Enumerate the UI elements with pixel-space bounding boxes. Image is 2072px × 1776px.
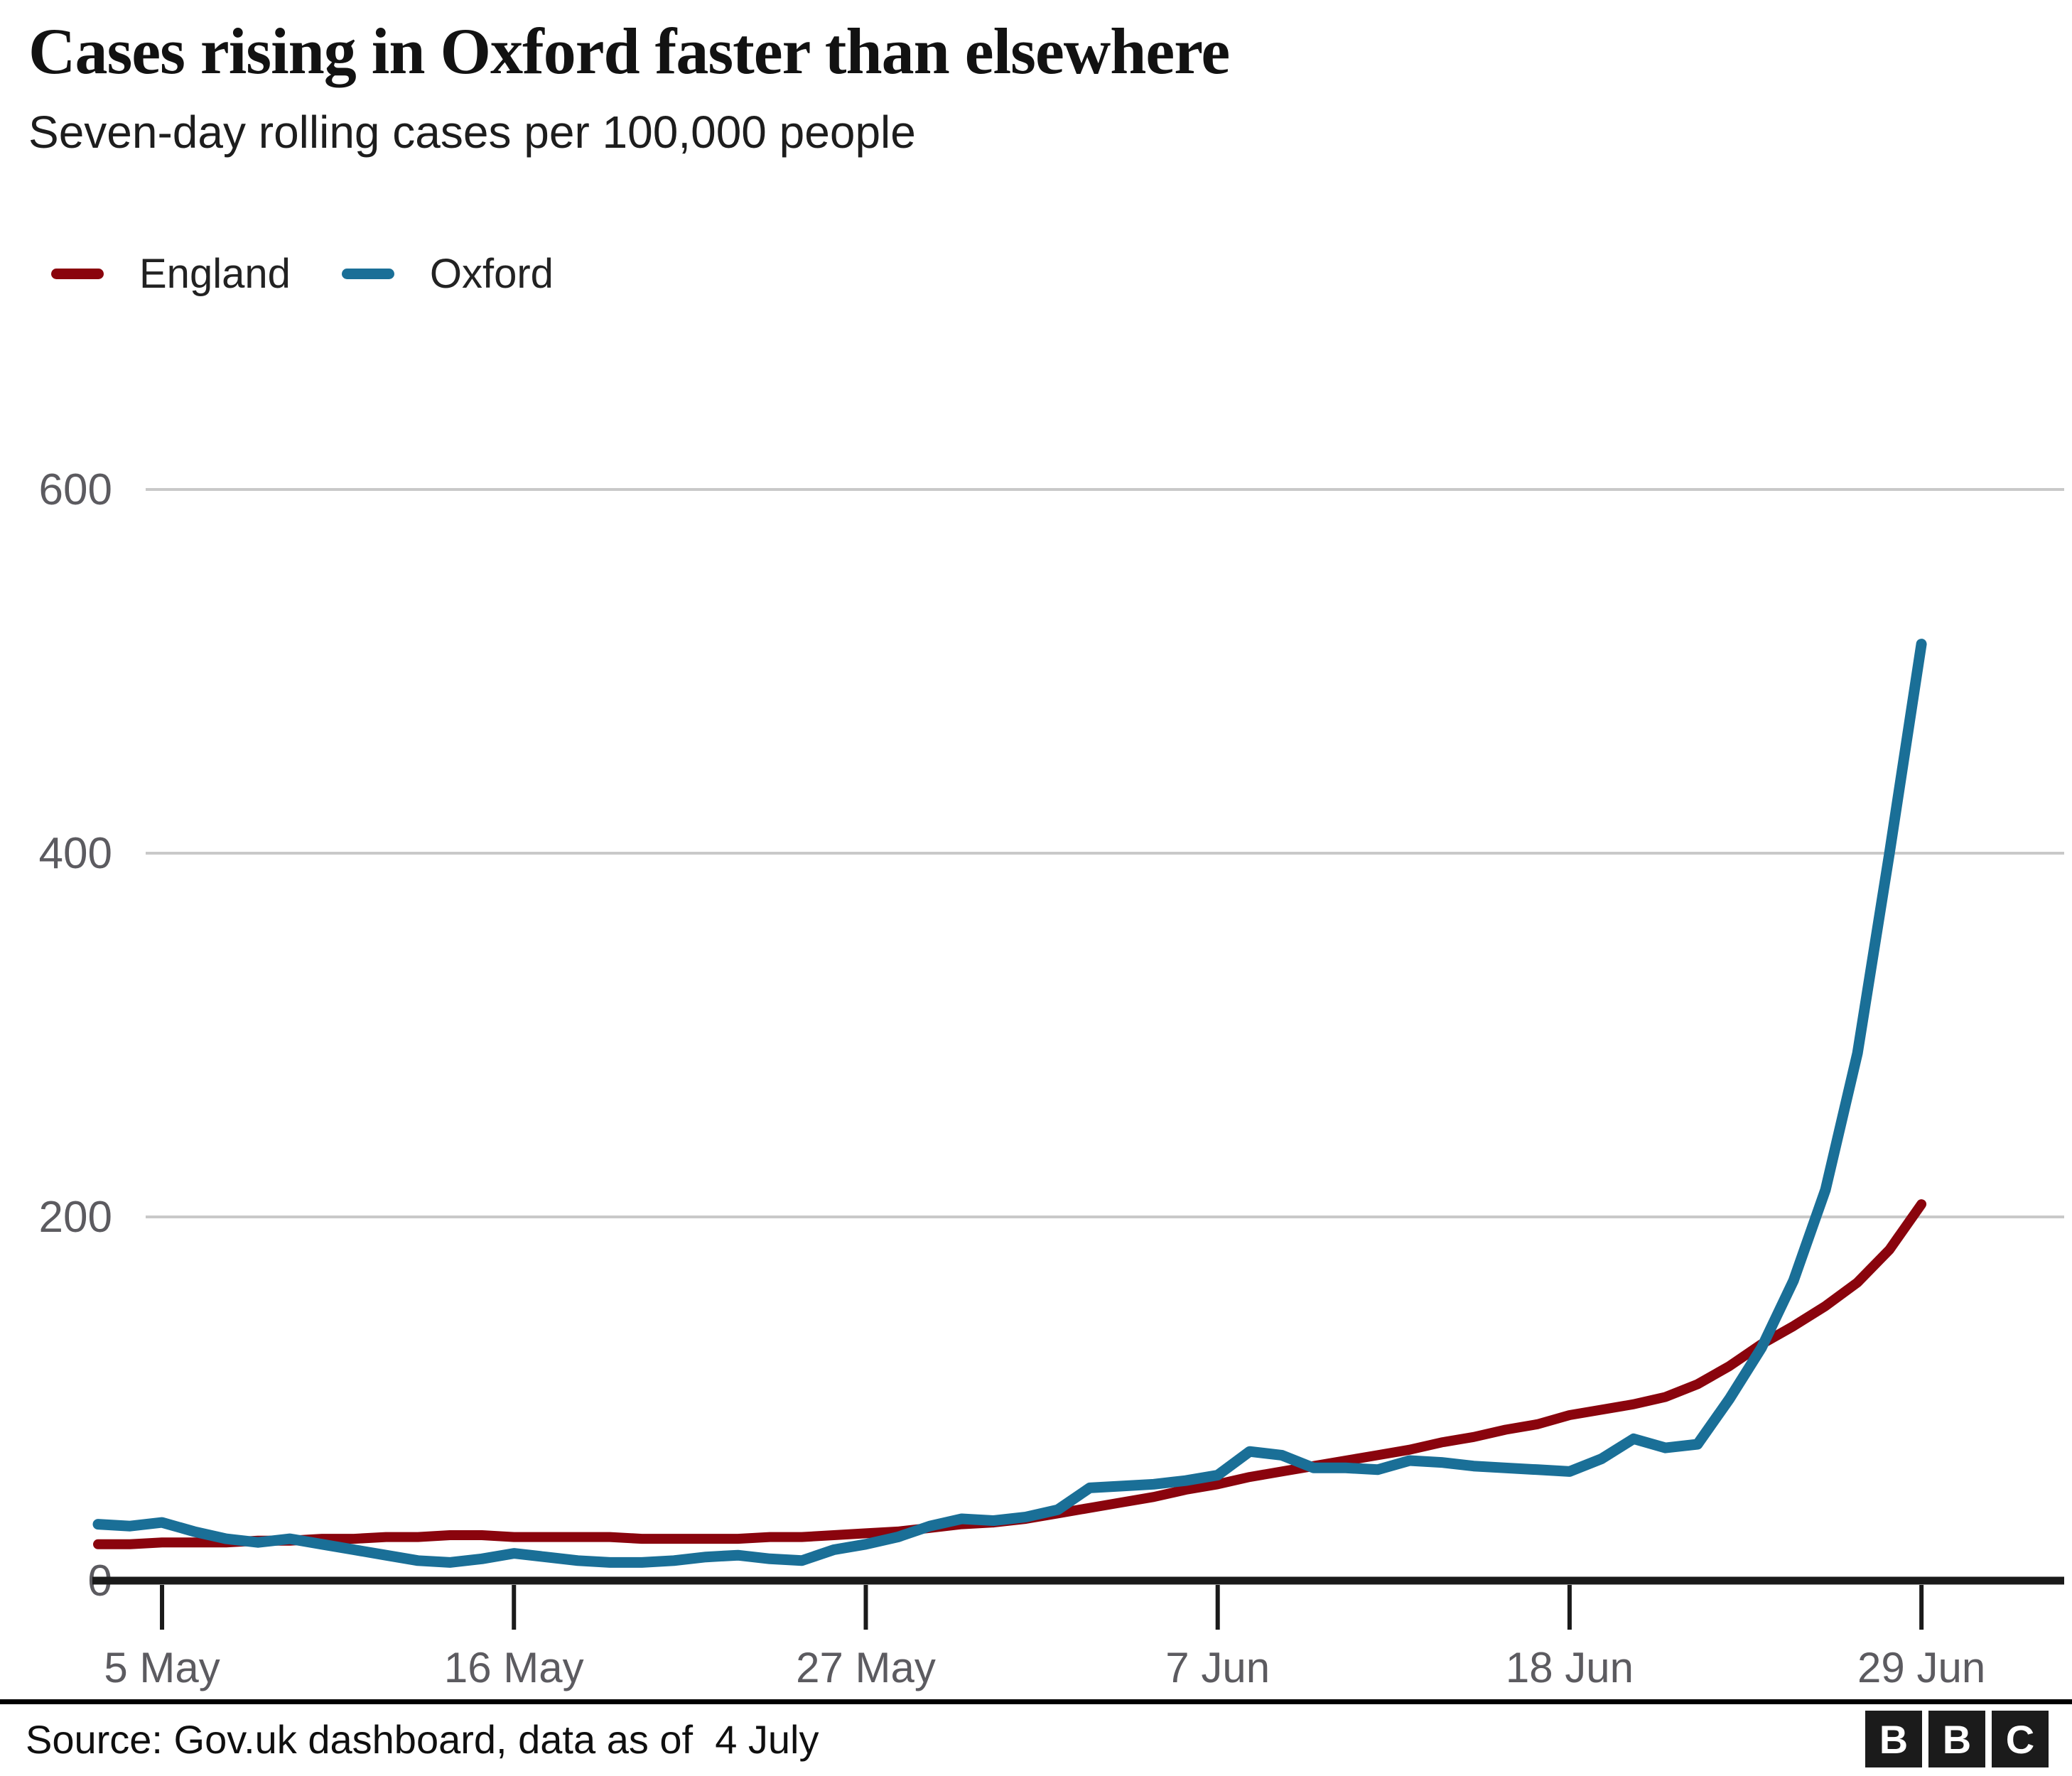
bbc-letter-b1: B xyxy=(1879,1716,1909,1762)
y-label-200: 200 xyxy=(39,1193,112,1242)
x-label-7-jun: 7 Jun xyxy=(1165,1644,1270,1691)
england-line-swatch-icon xyxy=(51,269,104,279)
legend-item-oxford: Oxford xyxy=(341,250,554,298)
bbc-logo-box: B xyxy=(1928,1711,1985,1767)
bbc-logo-box: C xyxy=(1992,1711,2049,1767)
bbc-letter-c: C xyxy=(2005,1716,2035,1762)
x-axis-ticks xyxy=(160,1585,1924,1630)
x-axis-labels: 5 May 16 May 27 May 7 Jun 18 Jun 29 Jun xyxy=(104,1644,1985,1691)
y-axis-labels: 0 200 400 600 xyxy=(39,465,112,1606)
oxford-line-swatch-icon xyxy=(341,269,394,279)
source-credit: Source: Gov.uk dashboard, data as of 4 J… xyxy=(26,1717,819,1762)
legend-label-england: England xyxy=(139,251,291,297)
y-gridlines xyxy=(146,488,2064,1218)
y-label-400: 400 xyxy=(39,829,112,878)
x-label-16-may: 16 May xyxy=(444,1644,584,1691)
chart-legend: England Oxford xyxy=(51,250,554,298)
oxford-series-line xyxy=(92,639,1927,1568)
chart-header: Cases rising in Oxford faster than elsew… xyxy=(28,15,1230,158)
x-label-27-may: 27 May xyxy=(796,1644,936,1691)
bbc-letter-b2: B xyxy=(1942,1716,1972,1762)
bbc-logo: B B C xyxy=(1865,1711,2049,1767)
chart-subtitle: Seven-day rolling cases per 100,000 peop… xyxy=(28,107,916,158)
legend-item-england: England xyxy=(51,250,291,298)
bbc-logo-box: B xyxy=(1865,1711,1922,1767)
x-label-18-jun: 18 Jun xyxy=(1506,1644,1634,1691)
footer-divider xyxy=(0,1699,2072,1704)
chart-title: Cases rising in Oxford faster than elsew… xyxy=(28,15,1230,87)
legend-label-oxford: Oxford xyxy=(429,251,554,297)
y-label-600: 600 xyxy=(39,465,112,514)
x-label-29-jun: 29 Jun xyxy=(1857,1644,1985,1691)
x-label-5-may: 5 May xyxy=(104,1644,220,1691)
england-series-line xyxy=(93,1199,1927,1549)
